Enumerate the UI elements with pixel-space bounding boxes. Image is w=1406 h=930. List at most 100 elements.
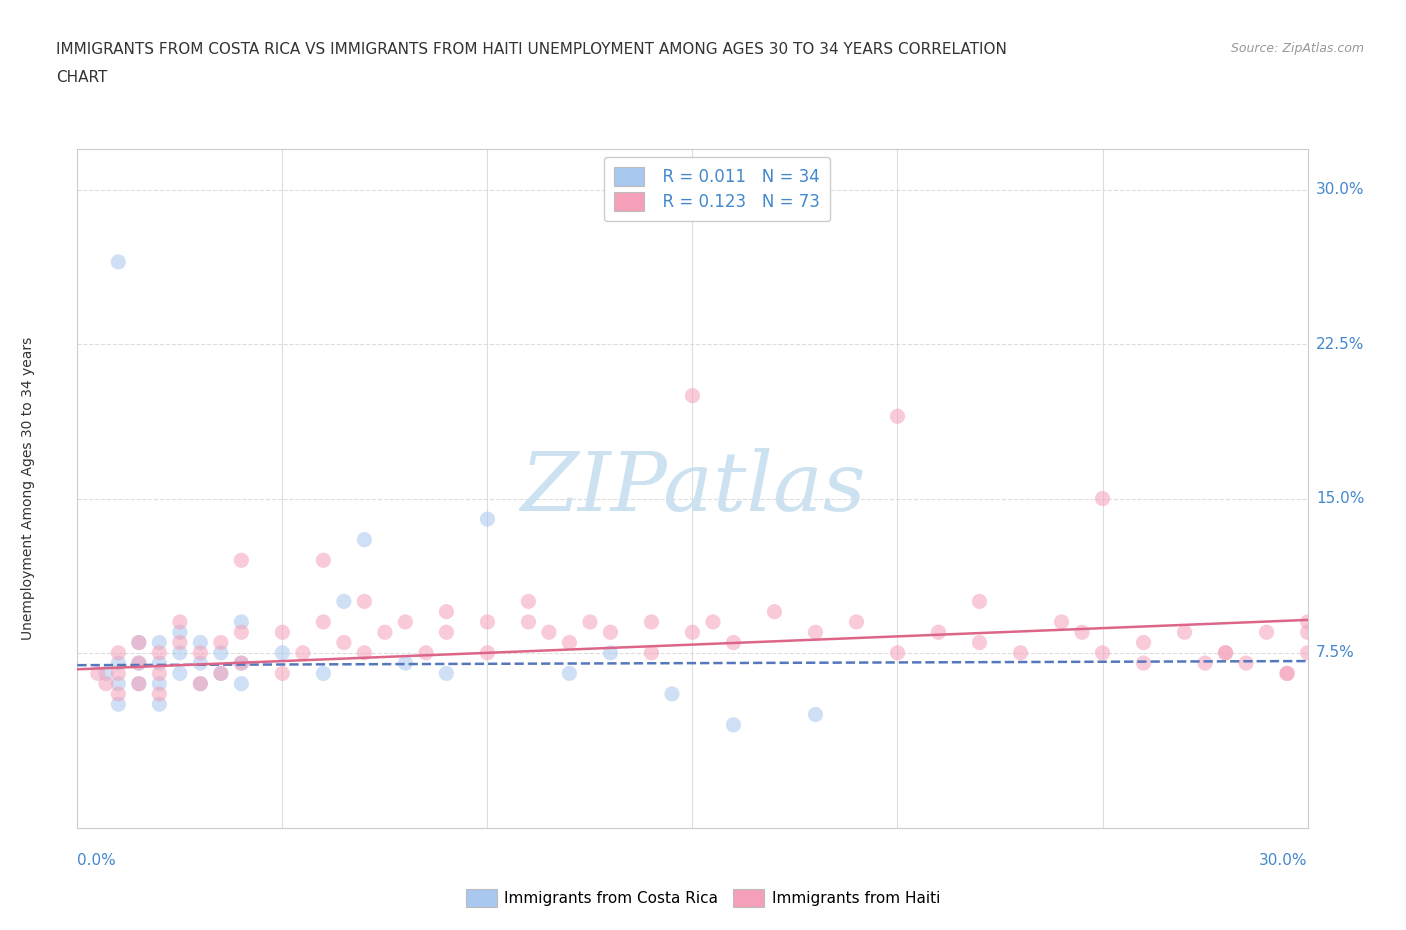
Point	[353, 532, 375, 547]
Point	[353, 645, 375, 660]
Point	[886, 645, 908, 660]
Point	[558, 666, 581, 681]
Point	[188, 676, 212, 691]
Point	[723, 717, 745, 732]
Point	[271, 645, 294, 660]
Point	[682, 388, 704, 403]
Point	[969, 635, 991, 650]
Legend: Immigrants from Costa Rica, Immigrants from Haiti: Immigrants from Costa Rica, Immigrants f…	[460, 884, 946, 913]
Point	[107, 656, 129, 671]
Point	[661, 686, 683, 701]
Point	[415, 645, 437, 660]
Point	[1296, 625, 1319, 640]
Point	[477, 645, 499, 660]
Point	[209, 645, 232, 660]
Point	[702, 615, 724, 630]
Point	[271, 625, 294, 640]
Point	[188, 635, 212, 650]
Point	[107, 255, 129, 270]
Point	[188, 676, 212, 691]
Point	[87, 666, 110, 681]
Point	[599, 645, 621, 660]
Point	[107, 666, 129, 681]
Point	[1010, 645, 1032, 660]
Point	[640, 615, 662, 630]
Point	[312, 666, 335, 681]
Point	[128, 635, 150, 650]
Point	[682, 625, 704, 640]
Text: Source: ZipAtlas.com: Source: ZipAtlas.com	[1230, 42, 1364, 55]
Point	[1132, 656, 1154, 671]
Point	[188, 656, 212, 671]
Legend:   R = 0.011   N = 34,   R = 0.123   N = 73: R = 0.011 N = 34, R = 0.123 N = 73	[605, 157, 830, 221]
Point	[169, 635, 191, 650]
Text: ZIPatlas: ZIPatlas	[520, 448, 865, 528]
Point	[148, 645, 170, 660]
Point	[436, 604, 458, 619]
Point	[231, 676, 253, 691]
Point	[804, 625, 827, 640]
Point	[1071, 625, 1094, 640]
Point	[558, 635, 581, 650]
Point	[128, 656, 150, 671]
Point	[1194, 656, 1216, 671]
Point	[1091, 645, 1114, 660]
Point	[517, 594, 540, 609]
Point	[169, 625, 191, 640]
Point	[312, 552, 335, 567]
Point	[107, 676, 129, 691]
Point	[886, 409, 908, 424]
Point	[1132, 635, 1154, 650]
Point	[231, 656, 253, 671]
Point	[148, 697, 170, 711]
Point	[394, 656, 416, 671]
Point	[231, 656, 253, 671]
Point	[271, 666, 294, 681]
Text: 30.0%: 30.0%	[1260, 853, 1308, 868]
Point	[1275, 666, 1298, 681]
Point	[169, 645, 191, 660]
Point	[517, 615, 540, 630]
Text: 30.0%: 30.0%	[1316, 182, 1364, 197]
Point	[128, 635, 150, 650]
Point	[188, 645, 212, 660]
Text: 15.0%: 15.0%	[1316, 491, 1364, 506]
Point	[599, 625, 621, 640]
Point	[148, 666, 170, 681]
Point	[333, 635, 356, 650]
Point	[537, 625, 560, 640]
Text: 22.5%: 22.5%	[1316, 337, 1364, 352]
Point	[1234, 656, 1257, 671]
Point	[209, 635, 232, 650]
Point	[477, 512, 499, 526]
Point	[436, 666, 458, 681]
Point	[128, 676, 150, 691]
Point	[1174, 625, 1197, 640]
Point	[723, 635, 745, 650]
Point	[128, 656, 150, 671]
Point	[804, 707, 827, 722]
Point	[231, 552, 253, 567]
Point	[969, 594, 991, 609]
Point	[209, 666, 232, 681]
Point	[231, 625, 253, 640]
Point	[209, 666, 232, 681]
Point	[763, 604, 786, 619]
Point	[640, 645, 662, 660]
Point	[477, 615, 499, 630]
Point	[169, 615, 191, 630]
Point	[1050, 615, 1073, 630]
Point	[928, 625, 950, 640]
Point	[148, 656, 170, 671]
Point	[107, 645, 129, 660]
Point	[1296, 615, 1319, 630]
Point	[128, 676, 150, 691]
Point	[374, 625, 396, 640]
Point	[845, 615, 868, 630]
Point	[169, 666, 191, 681]
Point	[1215, 645, 1237, 660]
Point	[1091, 491, 1114, 506]
Point	[94, 676, 117, 691]
Text: CHART: CHART	[56, 70, 108, 85]
Text: IMMIGRANTS FROM COSTA RICA VS IMMIGRANTS FROM HAITI UNEMPLOYMENT AMONG AGES 30 T: IMMIGRANTS FROM COSTA RICA VS IMMIGRANTS…	[56, 42, 1007, 57]
